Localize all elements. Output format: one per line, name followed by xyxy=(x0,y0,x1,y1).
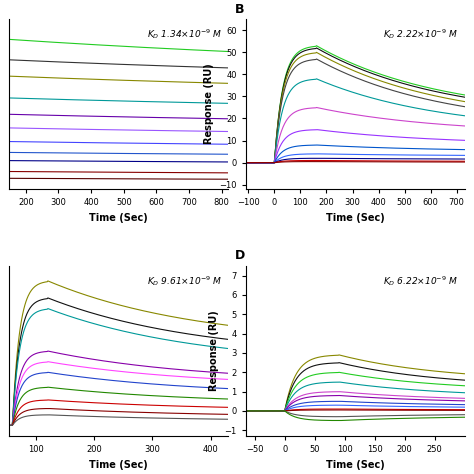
X-axis label: Time (Sec): Time (Sec) xyxy=(326,213,384,223)
Text: K$_D$ 2.22×10$^{-9}$ M: K$_D$ 2.22×10$^{-9}$ M xyxy=(383,27,458,41)
X-axis label: Time (Sec): Time (Sec) xyxy=(90,213,148,223)
X-axis label: Time (Sec): Time (Sec) xyxy=(326,460,384,470)
Y-axis label: Response (RU): Response (RU) xyxy=(209,310,219,392)
Text: D: D xyxy=(235,249,245,263)
Text: B: B xyxy=(235,2,244,16)
X-axis label: Time (Sec): Time (Sec) xyxy=(90,460,148,470)
Text: K$_D$ 6.22×10$^{-9}$ M: K$_D$ 6.22×10$^{-9}$ M xyxy=(383,274,458,288)
Text: K$_D$ 1.34×10$^{-9}$ M: K$_D$ 1.34×10$^{-9}$ M xyxy=(146,27,222,41)
Text: K$_D$ 9.61×10$^{-9}$ M: K$_D$ 9.61×10$^{-9}$ M xyxy=(146,274,222,288)
Y-axis label: Response (RU): Response (RU) xyxy=(204,64,214,145)
